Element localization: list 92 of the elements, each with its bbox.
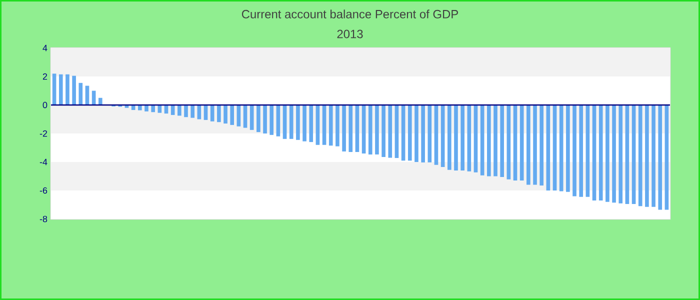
bar bbox=[645, 104, 649, 207]
bar bbox=[210, 104, 214, 122]
bar bbox=[217, 104, 221, 122]
bar bbox=[224, 104, 228, 124]
bar bbox=[414, 104, 418, 162]
bar bbox=[66, 74, 70, 105]
bar bbox=[256, 104, 260, 132]
bar bbox=[322, 104, 326, 145]
bar bbox=[316, 104, 320, 145]
bar bbox=[513, 104, 518, 181]
bar bbox=[230, 104, 234, 125]
bar bbox=[434, 104, 438, 165]
y-tick-label: -2 bbox=[40, 130, 48, 137]
y-tick-label: -4 bbox=[40, 158, 48, 166]
bar bbox=[533, 104, 537, 185]
bar bbox=[296, 104, 300, 140]
chart-title: Current account balance Percent of GDP bbox=[242, 10, 458, 18]
bar bbox=[362, 104, 366, 154]
bar bbox=[506, 104, 511, 180]
bar bbox=[328, 104, 333, 146]
bar bbox=[454, 104, 458, 171]
bar bbox=[270, 104, 274, 135]
bar bbox=[520, 104, 524, 181]
bar bbox=[58, 74, 63, 105]
bar bbox=[250, 104, 254, 130]
bar bbox=[289, 104, 294, 139]
bar bbox=[487, 104, 491, 176]
bar bbox=[598, 104, 603, 200]
bar bbox=[78, 82, 83, 105]
bar bbox=[606, 104, 610, 202]
bar bbox=[144, 104, 148, 112]
bar bbox=[394, 104, 399, 158]
bar bbox=[52, 74, 56, 105]
y-tick-label: -6 bbox=[40, 187, 48, 194]
bar bbox=[336, 104, 340, 146]
bar bbox=[540, 104, 544, 186]
bar bbox=[546, 104, 550, 190]
bar bbox=[282, 104, 287, 139]
bar bbox=[632, 104, 636, 204]
bar bbox=[236, 104, 241, 126]
bar bbox=[552, 104, 557, 190]
bar bbox=[579, 104, 584, 197]
y-tick-label: -8 bbox=[40, 216, 48, 222]
bar bbox=[276, 104, 280, 136]
bar bbox=[72, 76, 76, 105]
bar bbox=[355, 104, 360, 152]
bar bbox=[302, 104, 306, 142]
bar bbox=[440, 104, 445, 167]
y-tick-label: 4 bbox=[42, 44, 48, 52]
bar bbox=[382, 104, 386, 158]
bar bbox=[586, 104, 590, 197]
bar bbox=[559, 104, 564, 192]
bar bbox=[151, 104, 155, 112]
bar bbox=[658, 104, 662, 210]
bar bbox=[263, 104, 267, 134]
bar bbox=[388, 104, 392, 158]
bar bbox=[638, 104, 642, 206]
bar bbox=[428, 104, 432, 162]
bar bbox=[375, 104, 379, 154]
bar bbox=[447, 104, 452, 170]
y-tick-label: 2 bbox=[42, 73, 48, 80]
bar bbox=[98, 98, 102, 105]
bar bbox=[178, 104, 182, 116]
bar bbox=[348, 104, 353, 152]
bar bbox=[190, 104, 194, 118]
bar bbox=[309, 104, 314, 142]
bar bbox=[243, 104, 248, 128]
bar bbox=[500, 104, 504, 177]
y-tick-label: 0 bbox=[42, 102, 48, 108]
bar bbox=[566, 104, 570, 192]
bar bbox=[368, 104, 372, 154]
bar bbox=[342, 104, 346, 152]
chart-subtitle: 2013 bbox=[337, 30, 363, 38]
bar bbox=[460, 104, 464, 171]
bar bbox=[612, 104, 616, 203]
bar bbox=[494, 104, 498, 176]
bar bbox=[592, 104, 596, 200]
bar bbox=[480, 104, 484, 176]
bar bbox=[467, 104, 472, 172]
bar bbox=[652, 104, 656, 207]
bar bbox=[618, 104, 623, 204]
bar bbox=[625, 104, 630, 204]
bar bbox=[184, 104, 188, 118]
bar bbox=[138, 104, 142, 110]
bar bbox=[421, 104, 425, 162]
bar bbox=[526, 104, 530, 185]
bar bbox=[664, 104, 669, 210]
bar bbox=[474, 104, 478, 172]
bar bbox=[401, 104, 406, 161]
bar bbox=[572, 104, 576, 196]
bar bbox=[92, 90, 96, 105]
bar bbox=[408, 104, 412, 161]
